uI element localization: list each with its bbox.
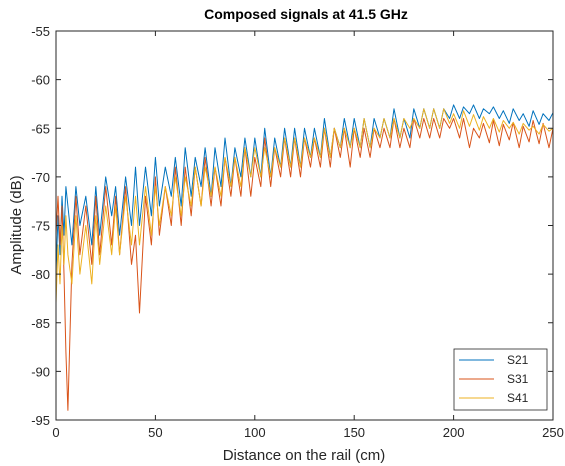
legend-label-s21: S21 — [507, 353, 529, 367]
y-tick-label: -60 — [31, 73, 50, 88]
y-tick-label: -80 — [31, 267, 50, 282]
x-tick-label: 200 — [443, 425, 465, 440]
y-axis-label: Amplitude (dB) — [8, 175, 25, 274]
series-line-s21 — [55, 104, 554, 275]
x-tick-label: 0 — [52, 425, 59, 440]
x-tick-label: 100 — [244, 425, 266, 440]
series-line-s41 — [55, 108, 554, 304]
legend: S21 S31 S41 — [453, 348, 548, 411]
x-tick-label: 50 — [148, 425, 162, 440]
legend-label-s31: S31 — [507, 372, 529, 386]
y-axis-ticks: -95 -90 -85 -80 -75 -70 -65 -60 -55 — [31, 24, 553, 428]
y-tick-label: -95 — [31, 413, 50, 428]
y-tick-label: -75 — [31, 219, 50, 234]
legend-label-s41: S41 — [507, 391, 529, 405]
y-tick-label: -65 — [31, 121, 50, 136]
x-tick-label: 150 — [343, 425, 365, 440]
x-axis-ticks: 0 50 100 150 200 250 — [52, 31, 564, 440]
y-tick-label: -70 — [31, 170, 50, 185]
chart-title: Composed signals at 41.5 GHz — [204, 6, 408, 22]
y-tick-label: -55 — [31, 24, 50, 39]
x-axis-label: Distance on the rail (cm) — [223, 447, 386, 464]
plot-series — [55, 104, 554, 411]
y-tick-label: -90 — [31, 364, 50, 379]
x-tick-label: 250 — [542, 425, 564, 440]
y-tick-label: -85 — [31, 316, 50, 331]
